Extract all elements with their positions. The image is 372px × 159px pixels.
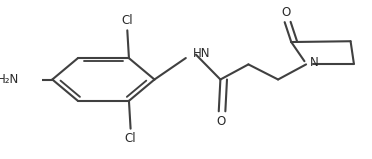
Text: N: N bbox=[310, 56, 319, 69]
Text: O: O bbox=[282, 6, 291, 19]
Text: H₂N: H₂N bbox=[0, 73, 19, 86]
Text: Cl: Cl bbox=[122, 14, 133, 27]
Text: O: O bbox=[217, 115, 226, 128]
Text: HN: HN bbox=[193, 47, 211, 60]
Text: Cl: Cl bbox=[125, 132, 137, 145]
